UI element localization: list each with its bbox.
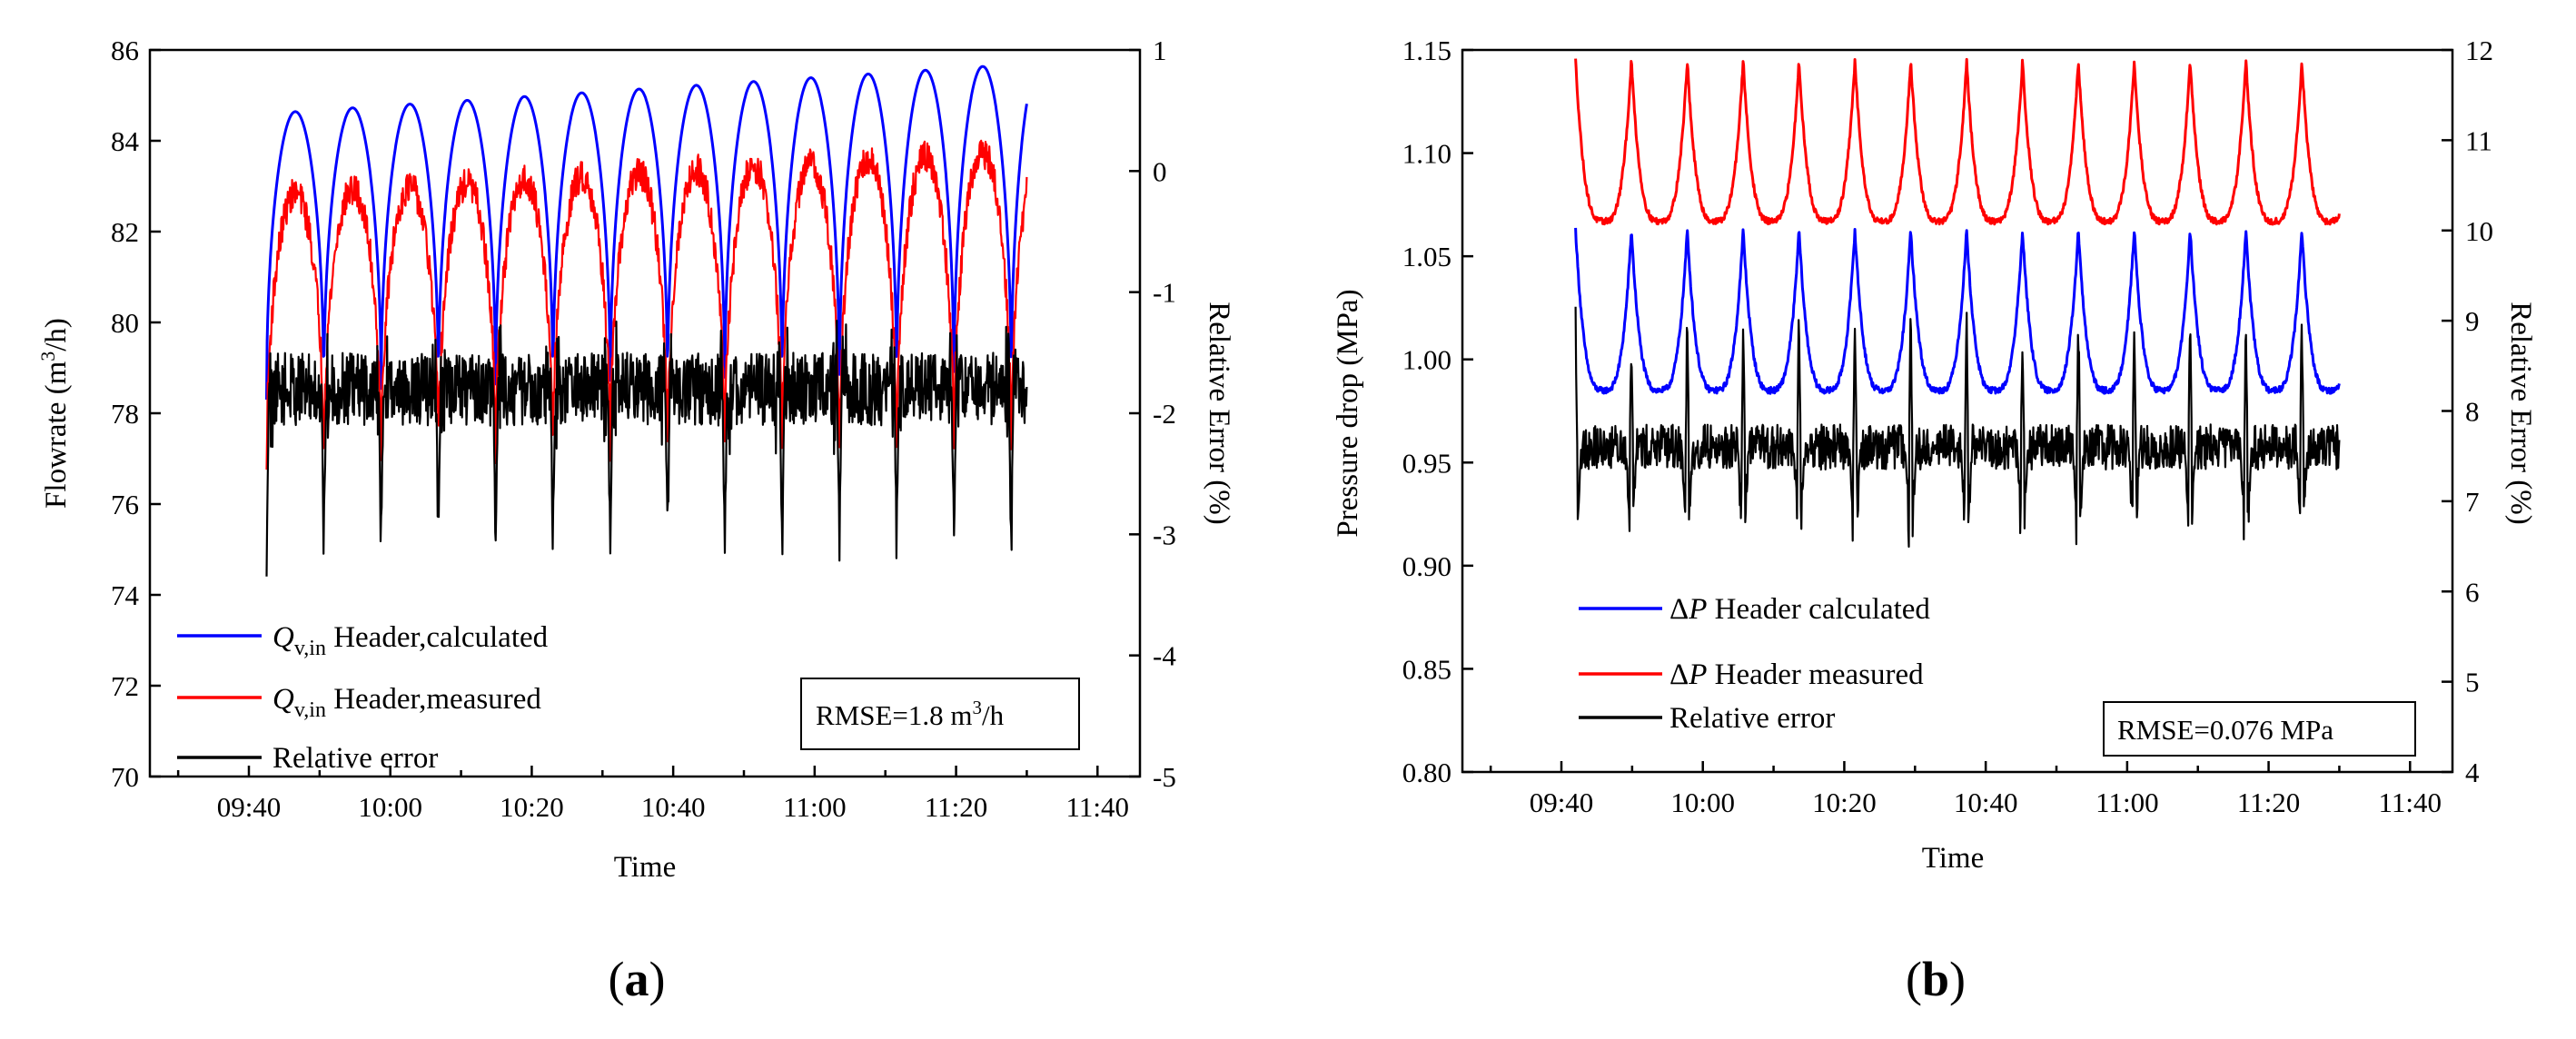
y-left-tick-label-b: 0.80 (1402, 757, 1451, 788)
series-measured-b (1574, 57, 2341, 226)
rmse-box-a: RMSE=1.8 m3/h (800, 678, 1080, 750)
y-left-tick-label-b: 0.85 (1402, 653, 1451, 685)
y-right-tick-label-b: 10 (2465, 215, 2493, 247)
x-tick-label-a: 10:20 (500, 791, 564, 823)
series-group-b (1574, 57, 2341, 549)
y-left-tick-label-a: 70 (111, 761, 139, 793)
y-axis-title-right-b: Relative Error (%) (2504, 302, 2537, 525)
rmse-box-frame-a (800, 678, 1080, 750)
rmse-box-frame-b (2103, 701, 2416, 757)
y-left-tick-label-a: 82 (111, 216, 139, 248)
y-left-tick-label-b: 1.15 (1402, 35, 1451, 66)
y-left-tick-label-b: 1.10 (1402, 138, 1451, 170)
y-right-tick-label-b: 7 (2465, 486, 2480, 518)
x-tick-label-b: 09:40 (1530, 787, 1594, 818)
y-left-tick-label-a: 78 (111, 398, 139, 430)
y-axis-title-right-a: Relative Error (%) (1203, 302, 1235, 525)
x-axis-title-b: Time (1922, 842, 1984, 875)
panel-label-b: (b) (1906, 952, 1966, 1006)
y-right-tick-label-b: 9 (2465, 305, 2480, 337)
rmse-label-a: RMSE=1.8 m3/h (816, 697, 1005, 731)
y-right-tick-label-a: 0 (1153, 155, 1167, 187)
y-left-tick-label-b: 0.90 (1402, 550, 1451, 582)
legend-label-calculated-a: Qv,in Header,calculated (272, 621, 549, 660)
y-left-tick-label-a: 76 (111, 489, 139, 520)
y-left-tick-label-b: 1.05 (1402, 241, 1451, 272)
panel-b: 09:40 10:00 10:20 10:40 11:00 11:20 11:40 0.80 0… (1332, 35, 2537, 1006)
legend-label-relative-a: Relative error (272, 742, 438, 775)
x-tick-label-b: 11:40 (2379, 787, 2442, 818)
x-tick-label-a: 09:40 (217, 791, 282, 823)
y-left-tick-label-a: 86 (111, 35, 139, 66)
y-left-tick-label-a: 80 (111, 307, 139, 339)
y-right-tick-label-b: 12 (2465, 35, 2493, 66)
rmse-label-b: RMSE=0.076 MPa (2117, 714, 2333, 746)
rmse-box-b: RMSE=0.076 MPa (2103, 701, 2416, 757)
x-tick-label-a: 10:40 (641, 791, 706, 823)
x-tick-label-b: 10:00 (1670, 787, 1735, 818)
series-calculated-a (265, 64, 1028, 401)
panel-a: 09:40 10:00 10:20 10:40 11:00 11:20 11:40 70 72 7… (36, 35, 1235, 1006)
ticks-a: 09:40 10:00 10:20 10:40 11:00 11:20 11:40 70 72 7… (111, 35, 1176, 823)
y-right-tick-label-b: 8 (2465, 396, 2480, 428)
y-right-tick-label-a: -4 (1153, 640, 1176, 672)
legend-b: ΔP Header calculated ΔP Header measured … (1579, 593, 1930, 735)
y-axis-title-left-b: Pressure drop (MPa) (1332, 289, 1364, 537)
y-left-tick-label-a: 74 (111, 579, 140, 611)
y-left-tick-label-a: 72 (111, 670, 139, 702)
series-relative-a (265, 320, 1028, 577)
legend-label-relative-b: Relative error (1669, 702, 1835, 735)
x-tick-label-a: 10:00 (358, 791, 422, 823)
series-measured-a (265, 139, 1028, 470)
y-left-tick-label-a: 84 (111, 125, 140, 157)
series-relative-b (1574, 306, 2341, 549)
x-tick-label-b: 10:20 (1812, 787, 1877, 818)
y-right-tick-label-a: 1 (1153, 35, 1167, 66)
legend-label-measured-a: Qv,in Header,measured (272, 683, 541, 722)
legend-label-measured-b: ΔP Header measured (1669, 658, 1924, 691)
y-right-tick-label-b: 11 (2465, 124, 2492, 156)
y-right-tick-label-a: -5 (1153, 761, 1176, 793)
y-right-tick-label-b: 6 (2465, 576, 2480, 608)
panel-label-a: (a) (609, 952, 666, 1006)
legend-a: Qv,in Header,calculated Qv,in Header,mea… (177, 621, 549, 775)
y-right-tick-label-b: 4 (2465, 757, 2480, 788)
x-tick-label-a: 11:20 (925, 791, 987, 823)
legend-label-calculated-b: ΔP Header calculated (1669, 593, 1930, 626)
x-tick-label-b: 10:40 (1954, 787, 2018, 818)
x-axis-title-a: Time (614, 851, 676, 884)
x-tick-label-b: 11:20 (2237, 787, 2300, 818)
y-left-tick-label-b: 1.00 (1402, 344, 1451, 376)
x-tick-label-a: 11:00 (783, 791, 846, 823)
x-tick-label-b: 11:00 (2095, 787, 2158, 818)
y-right-tick-label-a: -1 (1153, 277, 1176, 309)
series-group-a (265, 64, 1028, 577)
y-right-tick-label-b: 5 (2465, 667, 2480, 698)
ticks-b: 09:40 10:00 10:20 10:40 11:00 11:20 11:40 0.80 0… (1402, 35, 2493, 818)
y-left-tick-label-b: 0.95 (1402, 447, 1451, 479)
series-calculated-b (1574, 227, 2341, 395)
y-right-tick-label-a: -2 (1153, 398, 1176, 430)
y-right-tick-label-a: -3 (1153, 519, 1176, 550)
y-axis-title-left-a: Flowrate (m3/h) (36, 318, 73, 509)
x-tick-label-a: 11:40 (1066, 791, 1129, 823)
